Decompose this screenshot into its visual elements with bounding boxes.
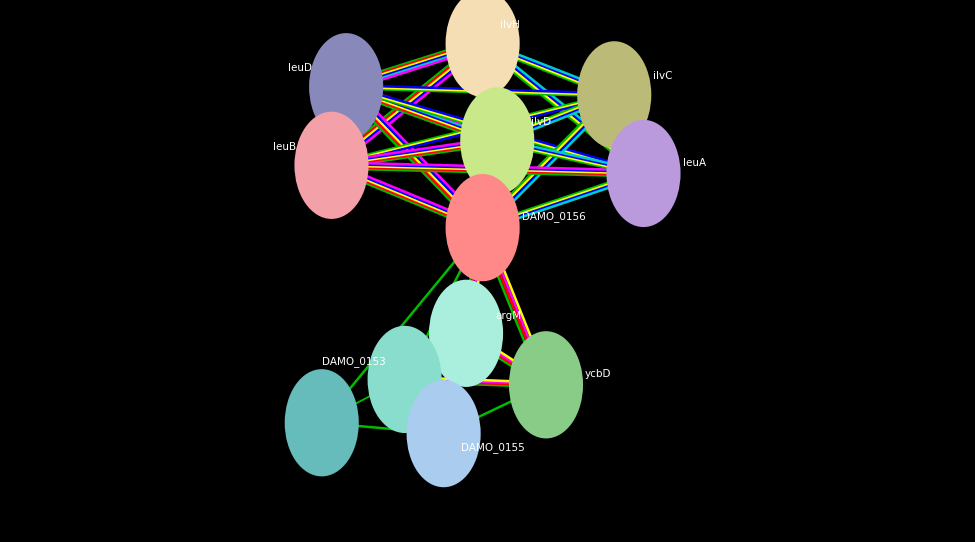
Text: argM: argM bbox=[495, 312, 522, 321]
Ellipse shape bbox=[368, 326, 442, 433]
Ellipse shape bbox=[460, 87, 534, 195]
Text: DAMO_0156: DAMO_0156 bbox=[522, 211, 585, 222]
Ellipse shape bbox=[294, 112, 369, 219]
Ellipse shape bbox=[577, 41, 651, 149]
Text: DAMO_0155: DAMO_0155 bbox=[461, 442, 525, 453]
Text: leuB: leuB bbox=[273, 142, 296, 152]
Text: DAMO_0153: DAMO_0153 bbox=[322, 357, 385, 367]
Ellipse shape bbox=[407, 380, 481, 487]
Text: ycbD: ycbD bbox=[585, 370, 611, 379]
Ellipse shape bbox=[446, 0, 520, 97]
Ellipse shape bbox=[429, 280, 503, 387]
Ellipse shape bbox=[309, 33, 383, 140]
Text: ilvH: ilvH bbox=[500, 20, 520, 30]
Text: ilvD: ilvD bbox=[531, 118, 552, 127]
Ellipse shape bbox=[446, 174, 520, 281]
Ellipse shape bbox=[285, 369, 359, 476]
Text: ilvC: ilvC bbox=[653, 72, 673, 81]
Text: leuD: leuD bbox=[288, 63, 312, 73]
Ellipse shape bbox=[509, 331, 583, 438]
Text: leuA: leuA bbox=[682, 158, 706, 168]
Ellipse shape bbox=[606, 120, 681, 227]
